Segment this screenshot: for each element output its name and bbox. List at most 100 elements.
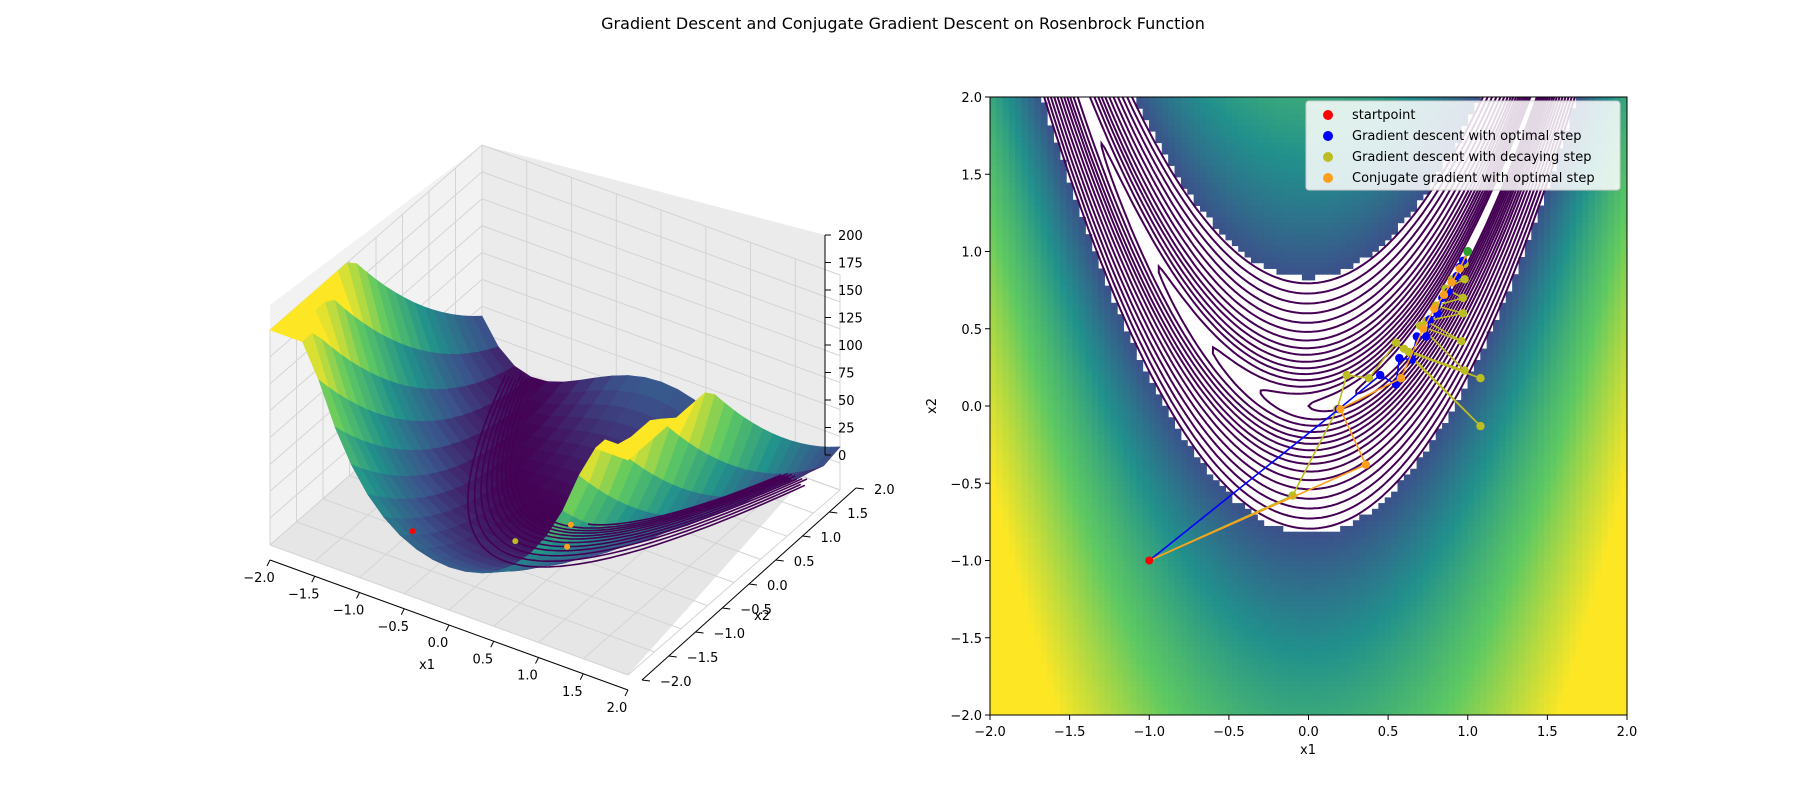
heat-cell <box>1295 251 1303 258</box>
heat-cell <box>1212 543 1220 550</box>
heat-cell <box>1295 222 1303 229</box>
heat-cell <box>1180 463 1188 470</box>
heat-cell <box>1034 234 1042 241</box>
heat-cell <box>1085 297 1093 304</box>
heat-cell <box>1270 165 1277 172</box>
heat-cell <box>1015 485 1023 493</box>
heat-cell <box>1053 503 1061 510</box>
heat-cell <box>1098 405 1105 413</box>
heat-cell <box>1219 508 1226 516</box>
heat-cell <box>1257 245 1265 252</box>
heat-cell <box>1117 365 1125 372</box>
heat-cell <box>1117 331 1125 338</box>
heat-cell <box>1155 560 1163 567</box>
heat-cell <box>1238 125 1246 132</box>
heat-cell <box>1142 428 1150 435</box>
heat-cell <box>990 251 997 258</box>
heat-cell <box>1282 239 1290 247</box>
heat-cell <box>1008 600 1016 607</box>
heat-cell <box>1149 548 1156 556</box>
heat-cell <box>1142 411 1150 418</box>
heat-cell <box>1136 606 1144 613</box>
heat-cell <box>1193 113 1201 121</box>
heat-cell <box>1021 262 1029 269</box>
heat-cell <box>1155 520 1163 527</box>
heat-cell <box>1340 560 1348 567</box>
heat-cell <box>1028 611 1035 619</box>
heat-cell <box>1206 669 1214 676</box>
heat-cell <box>1231 159 1239 166</box>
heat-cell <box>1085 669 1093 676</box>
heat-cell <box>1180 588 1188 596</box>
heat-cell <box>1028 365 1035 372</box>
heat-cell <box>1066 623 1074 630</box>
heat-cell <box>996 360 1004 367</box>
heat-cell <box>1257 131 1265 138</box>
heat-cell <box>1244 697 1252 704</box>
heat-cell <box>1142 102 1150 109</box>
heat-cell <box>1168 154 1176 161</box>
heat-cell <box>1136 697 1144 704</box>
heat-cell <box>1219 703 1226 710</box>
heat-cell <box>1308 262 1316 269</box>
heat-cell <box>1295 680 1303 687</box>
heat-cell <box>1282 136 1290 144</box>
heat-cell <box>1340 205 1348 212</box>
heat-cell <box>1098 583 1105 590</box>
heat-cell <box>1142 548 1150 556</box>
heat-cell <box>1180 651 1188 659</box>
heat-cell <box>1066 709 1074 715</box>
heat-cell <box>1059 520 1067 527</box>
heat-cell <box>1295 709 1303 715</box>
heat-cell <box>1193 480 1201 487</box>
heat-cell <box>1314 697 1322 704</box>
heat-cell <box>1161 434 1169 441</box>
heat-cell <box>1231 703 1239 710</box>
heat-cell <box>1123 709 1131 715</box>
heat-cell <box>1193 548 1201 556</box>
heat-cell <box>1123 382 1131 390</box>
heat-cell <box>990 669 997 676</box>
heat-cell <box>1028 136 1035 144</box>
heat-cell <box>1091 394 1099 401</box>
heat-cell <box>1206 640 1214 647</box>
heat-cell <box>1250 674 1258 681</box>
heat-cell <box>996 199 1004 207</box>
heat-cell <box>1231 508 1239 516</box>
heat-cell <box>1040 394 1048 401</box>
heat-cell <box>1059 463 1067 470</box>
heat-cell <box>1040 417 1048 424</box>
heat-cell <box>1066 611 1074 619</box>
heat-cell <box>1206 176 1214 184</box>
heat-cell <box>1212 640 1220 647</box>
heat-cell <box>1104 480 1112 487</box>
heat-cell <box>1053 651 1061 659</box>
heat-cell <box>1340 617 1348 624</box>
heat-cell <box>1314 680 1322 687</box>
heat-cell <box>1263 611 1271 619</box>
heat-cell <box>1098 640 1105 647</box>
heat-cell <box>1289 588 1297 596</box>
heat-cell <box>1231 194 1239 201</box>
heat-cell <box>1295 245 1303 252</box>
heat-cell <box>1238 697 1246 704</box>
heat-cell <box>990 457 997 464</box>
heat-cell <box>1040 468 1048 475</box>
heat-cell <box>1244 251 1252 258</box>
heat-cell <box>1314 199 1322 207</box>
heat-cell <box>1008 548 1016 556</box>
heat-cell <box>1034 594 1042 601</box>
heat-cell <box>1085 594 1093 601</box>
heat-cell <box>1059 560 1067 567</box>
heat-cell <box>1034 331 1042 338</box>
heat-cell <box>1206 634 1214 641</box>
heat-cell <box>1008 485 1016 493</box>
heat-cell <box>1155 400 1163 407</box>
heat-cell <box>1340 680 1348 687</box>
heat-cell <box>1187 634 1195 641</box>
heat-cell <box>1225 611 1233 619</box>
heat-cell <box>1059 451 1067 458</box>
heat-cell <box>1149 428 1156 435</box>
heat-cell <box>1072 537 1080 544</box>
heat-cell <box>1346 697 1354 704</box>
